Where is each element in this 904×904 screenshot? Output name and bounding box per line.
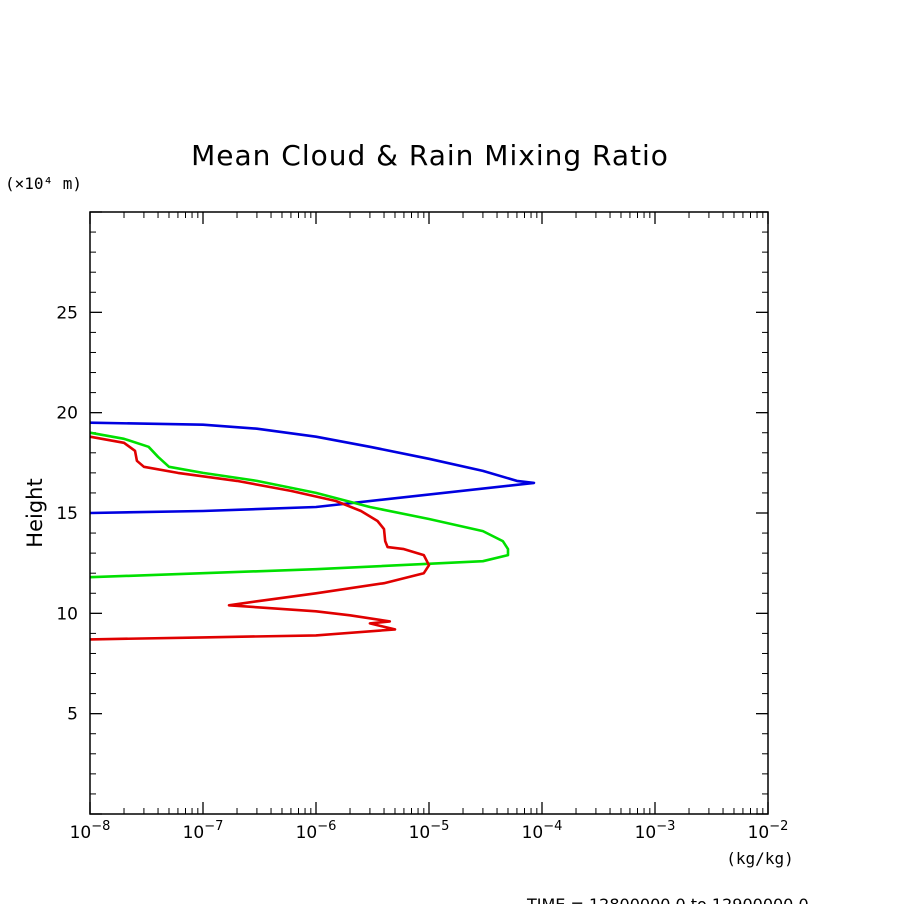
- y-unit-label: (×10⁴ m): [5, 174, 82, 193]
- x-tick-label: 10−3: [635, 819, 676, 843]
- y-tick-label: 25: [56, 303, 78, 323]
- y-tick-label: 20: [56, 404, 78, 424]
- x-tick-label: 10−8: [70, 819, 111, 843]
- x-tick-label: 10−5: [409, 819, 450, 843]
- x-tick-label: 10−4: [522, 819, 563, 843]
- y-tick-label: 15: [56, 504, 78, 524]
- x-tick-label: 10−6: [296, 819, 337, 843]
- y-tick-label: 5: [67, 705, 78, 725]
- chart-title: Mean Cloud & Rain Mixing Ratio: [191, 139, 669, 172]
- series-line-2: [89, 431, 510, 579]
- series-line-1: [89, 421, 536, 515]
- x-tick-label: 10−7: [183, 819, 224, 843]
- x-tick-label: 10−2: [748, 819, 789, 843]
- series-line-3: [89, 435, 431, 641]
- x-unit-label: (kg/kg): [726, 849, 793, 868]
- y-tick-label: 10: [56, 604, 78, 624]
- y-axis-title: Height: [23, 478, 47, 547]
- plot-frame: [89, 211, 769, 815]
- footer-time-label: TIME = 12800000.0 to 12900000.0: [526, 895, 809, 904]
